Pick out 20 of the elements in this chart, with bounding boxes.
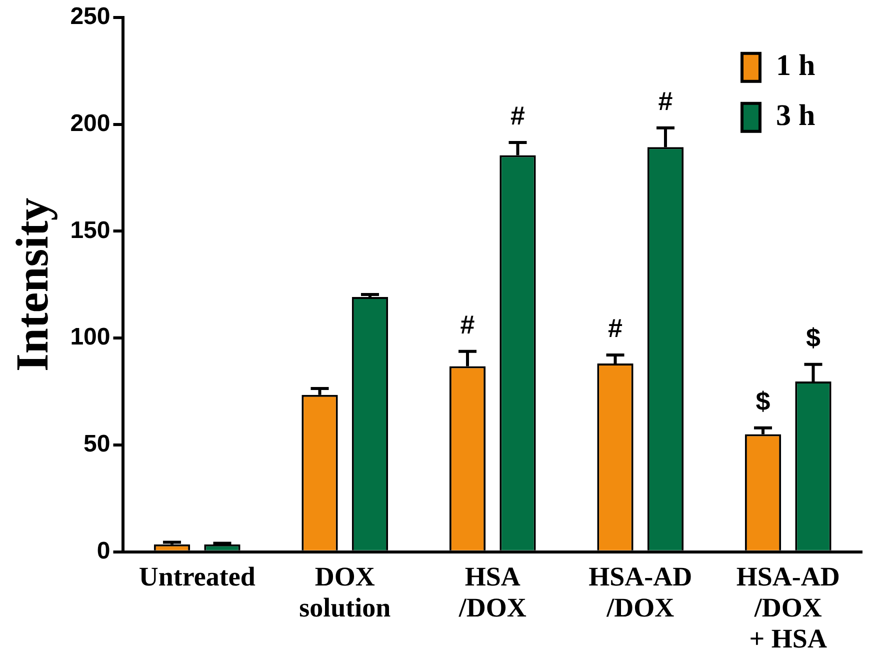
x-tick-label: Untreated [138,561,256,592]
y-tick-label: 50 [84,430,110,458]
x-tick-label: HSA /DOX [458,561,527,622]
x-tick-label: DOX solution [299,561,391,622]
annotation: # [658,86,674,116]
annotation: # [460,309,476,340]
annotation: $ [806,322,822,353]
legend-label: 3 h [776,99,816,132]
annotation: $ [756,386,771,416]
annotation: # [608,313,624,344]
annotation: # [510,100,526,131]
x-tick-label: HSA-AD /DOX + HSA [736,561,840,654]
y-tick-label: 250 [70,3,110,30]
y-tick-label: 150 [70,216,110,244]
x-tick-label: HSA-AD /DOX [588,561,692,622]
y-axis-title: Intensity [6,198,58,372]
y-tick-label: 100 [70,324,110,351]
legend-label: 1 h [776,49,816,82]
y-tick-label: 0 [96,537,110,564]
y-tick-label: 200 [70,110,110,137]
